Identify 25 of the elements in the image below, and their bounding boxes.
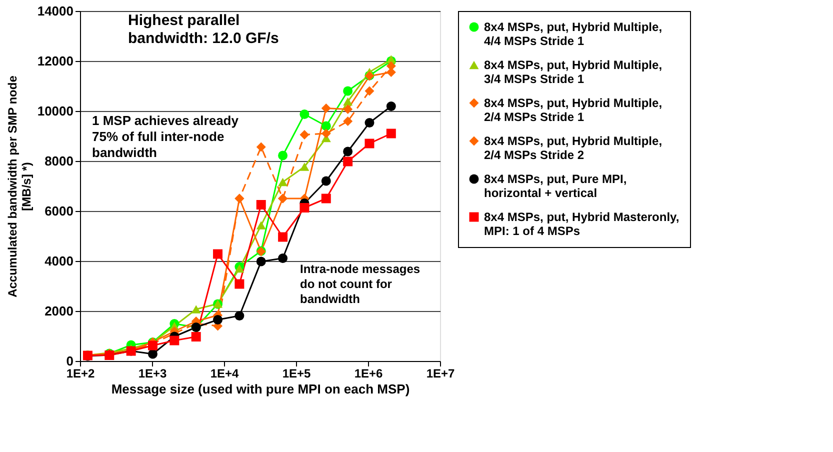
x-tick-label: 1E+3 — [138, 366, 168, 380]
legend-label: 8x4 MSPs, put, Hybrid Multiple, 2/4 MSPs Stride 1 — [484, 96, 662, 124]
y-axis-title: Accumulated bandwidth per SMP node [MB/s] *) — [5, 75, 34, 298]
y-tick-label: 12000 — [37, 54, 74, 68]
legend-label: 8x4 MSPs, put, Hybrid Multiple, 2/4 MSPs Stride 2 — [484, 134, 662, 162]
x-axis-title: Message size (used with pure MPI on each MSP) — [111, 382, 410, 396]
x-tick-label: 1E+2 — [66, 366, 96, 380]
y-tick-label: 6000 — [44, 204, 74, 218]
legend-label: 8x4 MSPs, put, Hybrid Multiple, 3/4 MSPs Stride 1 — [484, 58, 662, 86]
y-tick-label: 2000 — [44, 304, 74, 318]
annotation: Intra-node messages do not count for bandwidth — [300, 262, 420, 306]
y-tick-label: 14000 — [37, 4, 74, 18]
x-tick-label: 1E+6 — [354, 366, 384, 380]
legend-label: 8x4 MSPs, put, Pure MPI, horizontal + vertical — [484, 172, 627, 200]
legend-label: 8x4 MSPs, put, Hybrid Masteronly, MPI: 1 of 4 MSPs — [484, 210, 680, 238]
x-tick-label: 1E+4 — [210, 366, 240, 380]
annotation: Highest parallel bandwidth: 12.0 GF/s — [128, 12, 279, 47]
x-tick-label: 1E+7 — [426, 366, 456, 380]
legend-label: 8x4 MSPs, put, Hybrid Multiple, 4/4 MSPs Stride 1 — [484, 20, 662, 48]
y-tick-label: 4000 — [44, 254, 74, 268]
y-tick-label: 0 — [66, 354, 74, 368]
y-tick-label: 10000 — [37, 104, 74, 118]
annotation: 1 MSP achieves already 75% of full inter-node bandwidth — [92, 113, 240, 160]
x-tick-label: 1E+5 — [282, 366, 312, 380]
y-tick-label: 8000 — [44, 154, 74, 168]
